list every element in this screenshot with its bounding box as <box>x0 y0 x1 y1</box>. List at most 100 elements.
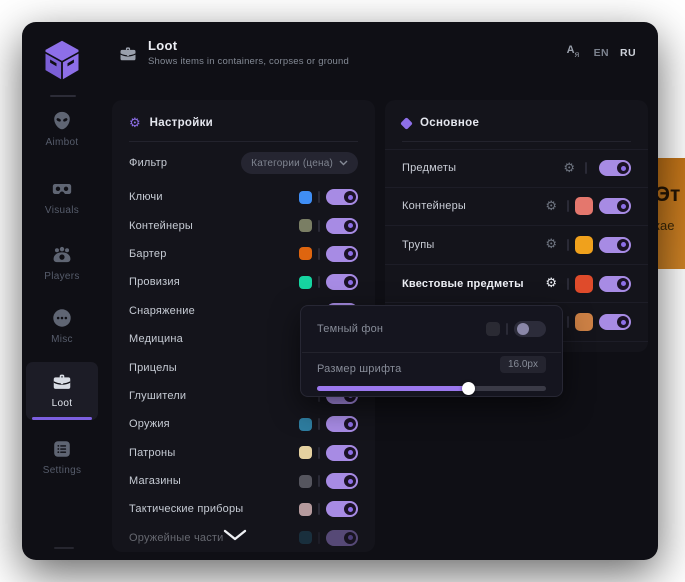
vr-goggles-icon <box>52 183 72 195</box>
settings-panel-title: Настройки <box>149 117 214 129</box>
sidebar-item-loot[interactable]: Loot <box>26 362 98 420</box>
toggle[interactable] <box>599 314 631 331</box>
feature-label: Трупы <box>402 238 435 251</box>
font-size-slider[interactable] <box>317 382 546 395</box>
toggle[interactable] <box>599 275 631 292</box>
sidebar-item-label: Misc <box>51 334 73 345</box>
category-label: Ключи <box>129 191 163 204</box>
sidebar-item-aimbot[interactable]: Aimbot <box>26 110 98 148</box>
color-swatch[interactable] <box>299 531 312 545</box>
color-swatch[interactable] <box>299 474 312 488</box>
list-item: Ключи <box>112 183 375 211</box>
sidebar-item-visuals[interactable]: Visuals <box>26 178 98 216</box>
toggle[interactable] <box>326 444 358 461</box>
font-size-value: 16.0px <box>499 356 546 373</box>
divider <box>318 531 320 544</box>
divider <box>567 316 569 329</box>
feature-label: Предметы <box>402 162 457 175</box>
list-item: Патроны <box>112 439 375 467</box>
toggle[interactable] <box>326 529 358 546</box>
gear-icon[interactable]: ⚙ <box>563 160 575 176</box>
dark-background-label: Темный фон <box>317 323 384 335</box>
filter-dropdown-value: Категории (цена) <box>251 157 333 169</box>
language-en-button[interactable]: EN <box>593 47 610 59</box>
main-panel-header: Основное <box>385 110 648 136</box>
ellipsis-circle-icon <box>53 309 71 327</box>
category-label: Оружия <box>129 418 170 431</box>
toggle[interactable] <box>326 416 358 433</box>
gear-icon[interactable]: ⚙ <box>545 276 557 292</box>
list-item: Трупы ⚙ <box>385 226 648 265</box>
color-swatch[interactable] <box>299 190 312 204</box>
settings-list-icon <box>54 441 70 457</box>
main-panel-title: Основное <box>420 117 480 129</box>
list-item: Магазины <box>112 467 375 495</box>
divider <box>50 95 76 97</box>
main-panel-rows: Предметы ⚙ Контейнеры ⚙ Трупы ⚙ <box>385 149 648 342</box>
dark-background-row: Темный фон <box>301 306 562 352</box>
toggle[interactable] <box>514 321 546 337</box>
toggle[interactable] <box>599 160 631 177</box>
divider <box>318 219 320 232</box>
sidebar-item-settings[interactable]: Settings <box>26 438 98 476</box>
toggle[interactable] <box>599 236 631 253</box>
gear-icon[interactable]: ⚙ <box>545 198 557 214</box>
color-swatch[interactable] <box>575 274 593 293</box>
cheat-menu-window: Aimbot Visuals Players <box>22 22 658 560</box>
divider <box>318 247 320 260</box>
category-label: Бартер <box>129 247 167 260</box>
filter-label: Фильтр <box>129 157 168 169</box>
briefcase-icon <box>53 374 71 389</box>
color-swatch[interactable] <box>486 322 500 336</box>
divider <box>318 418 320 431</box>
sidebar: Aimbot Visuals Players <box>22 22 102 560</box>
color-swatch[interactable] <box>575 197 593 216</box>
toggle[interactable] <box>326 274 358 291</box>
sidebar-item-label: Aimbot <box>45 137 79 148</box>
slider-fill <box>317 382 476 395</box>
toggle[interactable] <box>326 189 358 206</box>
filter-dropdown[interactable]: Категории (цена) <box>241 152 358 174</box>
font-size-label: Размер шрифта <box>317 363 402 375</box>
sidebar-item-players[interactable]: Players <box>26 244 98 282</box>
chevron-down-icon[interactable] <box>222 528 248 542</box>
toggle[interactable] <box>326 245 358 262</box>
category-label: Прицелы <box>129 361 177 374</box>
toggle[interactable] <box>599 198 631 215</box>
players-group-icon <box>53 246 71 263</box>
feature-label: Контейнеры <box>402 200 466 213</box>
sidebar-item-misc[interactable]: Misc <box>26 307 98 345</box>
language-ru-button[interactable]: RU <box>620 47 636 59</box>
divider <box>402 141 631 142</box>
color-swatch[interactable] <box>299 417 312 431</box>
color-swatch[interactable] <box>299 247 312 261</box>
divider <box>318 191 320 204</box>
category-label: Тактические приборы <box>129 503 244 516</box>
app-logo-icon <box>45 40 79 80</box>
divider <box>567 238 569 251</box>
list-item: Контейнеры ⚙ <box>385 188 648 227</box>
toggle[interactable] <box>326 217 358 234</box>
divider <box>318 446 320 459</box>
divider <box>302 352 561 353</box>
color-swatch[interactable] <box>299 219 312 233</box>
color-swatch[interactable] <box>575 313 593 332</box>
page-title: Loot <box>148 38 178 53</box>
color-swatch[interactable] <box>575 235 593 254</box>
feature-label: Квестовые предметы <box>402 277 524 290</box>
item-settings-popup: Темный фон Размер шрифта 16.0px <box>300 305 563 397</box>
toggle[interactable] <box>326 501 358 518</box>
page-subtitle: Shows items in containers, corpses or gr… <box>148 56 350 67</box>
slider-knob[interactable] <box>462 382 476 395</box>
toggle[interactable] <box>326 473 358 490</box>
color-swatch[interactable] <box>299 502 312 516</box>
gear-icon[interactable]: ⚙ <box>545 237 557 253</box>
color-swatch[interactable] <box>299 275 312 289</box>
color-swatch[interactable] <box>299 446 312 460</box>
list-item: Контейнеры <box>112 211 375 239</box>
sidebar-item-label: Loot <box>51 398 73 409</box>
divider <box>129 141 358 142</box>
list-item: Оружейные части <box>112 524 375 552</box>
category-label: Патроны <box>129 446 176 459</box>
sidebar-item-label: Visuals <box>44 205 80 216</box>
